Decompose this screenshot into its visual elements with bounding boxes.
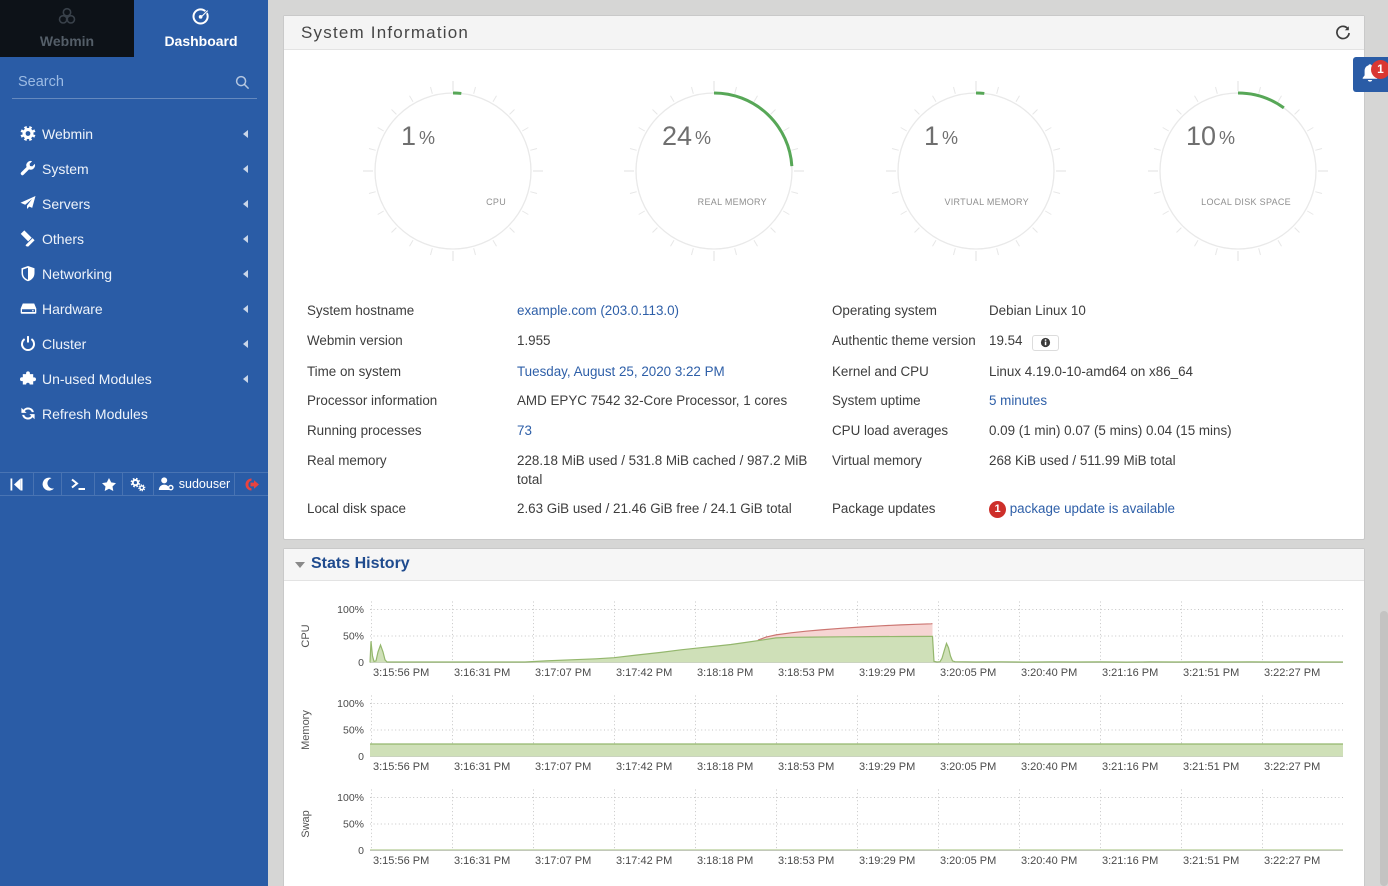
svg-text:0: 0 <box>358 657 364 669</box>
svg-text:3:21:16 PM: 3:21:16 PM <box>1102 761 1158 773</box>
svg-text:3:21:16 PM: 3:21:16 PM <box>1102 667 1158 679</box>
svg-text:3:21:51 PM: 3:21:51 PM <box>1183 667 1239 679</box>
svg-text:3:20:40 PM: 3:20:40 PM <box>1021 667 1077 679</box>
svg-text:3:18:18 PM: 3:18:18 PM <box>697 667 753 679</box>
svg-text:3:17:42 PM: 3:17:42 PM <box>616 761 672 773</box>
svg-text:3:17:42 PM: 3:17:42 PM <box>616 667 672 679</box>
svg-text:3:18:53 PM: 3:18:53 PM <box>778 761 834 773</box>
svg-text:3:21:16 PM: 3:21:16 PM <box>1102 855 1158 867</box>
svg-text:3:16:31 PM: 3:16:31 PM <box>454 667 510 679</box>
svg-text:3:18:18 PM: 3:18:18 PM <box>697 761 753 773</box>
svg-text:3:18:53 PM: 3:18:53 PM <box>778 667 834 679</box>
svg-text:3:19:29 PM: 3:19:29 PM <box>859 667 915 679</box>
svg-text:Memory: Memory <box>300 710 312 750</box>
svg-text:3:22:27 PM: 3:22:27 PM <box>1264 667 1320 679</box>
svg-text:50%: 50% <box>343 725 364 737</box>
svg-text:CPU: CPU <box>300 624 312 647</box>
svg-text:3:19:29 PM: 3:19:29 PM <box>859 855 915 867</box>
svg-text:50%: 50% <box>343 631 364 643</box>
svg-text:3:17:42 PM: 3:17:42 PM <box>616 855 672 867</box>
svg-text:Swap: Swap <box>300 810 312 838</box>
svg-text:3:20:05 PM: 3:20:05 PM <box>940 667 996 679</box>
svg-text:3:20:05 PM: 3:20:05 PM <box>940 855 996 867</box>
svg-text:3:20:40 PM: 3:20:40 PM <box>1021 761 1077 773</box>
svg-text:50%: 50% <box>343 819 364 831</box>
svg-text:3:22:27 PM: 3:22:27 PM <box>1264 855 1320 867</box>
svg-text:3:15:56 PM: 3:15:56 PM <box>373 761 429 773</box>
svg-text:0: 0 <box>358 845 364 857</box>
svg-text:100%: 100% <box>337 604 364 616</box>
svg-text:0: 0 <box>358 751 364 763</box>
svg-text:3:21:51 PM: 3:21:51 PM <box>1183 855 1239 867</box>
svg-text:3:20:40 PM: 3:20:40 PM <box>1021 855 1077 867</box>
svg-text:3:20:05 PM: 3:20:05 PM <box>940 761 996 773</box>
svg-text:3:15:56 PM: 3:15:56 PM <box>373 855 429 867</box>
svg-text:100%: 100% <box>337 698 364 710</box>
svg-text:3:19:29 PM: 3:19:29 PM <box>859 761 915 773</box>
svg-text:3:17:07 PM: 3:17:07 PM <box>535 667 591 679</box>
svg-text:3:22:27 PM: 3:22:27 PM <box>1264 761 1320 773</box>
svg-text:3:16:31 PM: 3:16:31 PM <box>454 761 510 773</box>
svg-text:3:18:18 PM: 3:18:18 PM <box>697 855 753 867</box>
svg-text:3:16:31 PM: 3:16:31 PM <box>454 855 510 867</box>
svg-text:3:17:07 PM: 3:17:07 PM <box>535 855 591 867</box>
svg-text:100%: 100% <box>337 792 364 804</box>
svg-text:3:21:51 PM: 3:21:51 PM <box>1183 761 1239 773</box>
svg-text:3:17:07 PM: 3:17:07 PM <box>535 761 591 773</box>
svg-text:3:18:53 PM: 3:18:53 PM <box>778 855 834 867</box>
svg-text:3:15:56 PM: 3:15:56 PM <box>373 667 429 679</box>
